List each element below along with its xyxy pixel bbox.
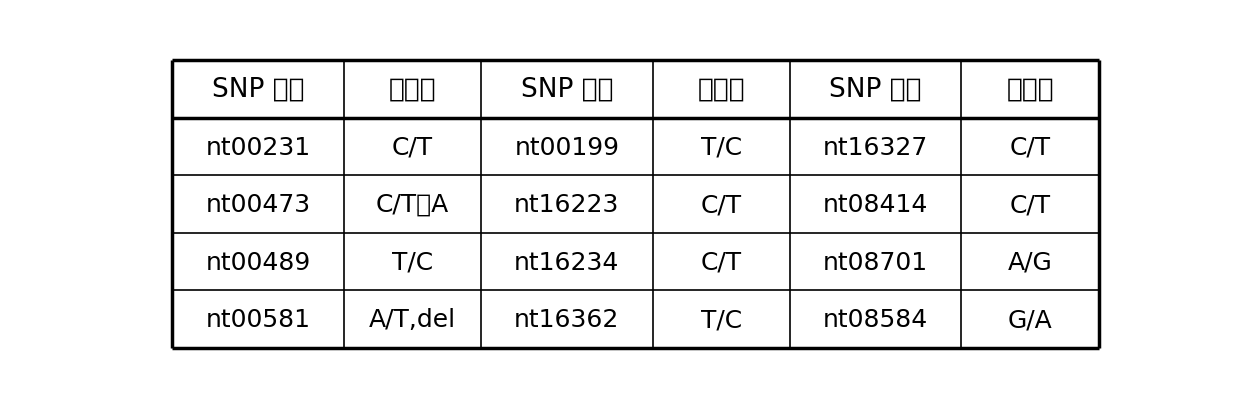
Text: nt00581: nt00581 (206, 307, 310, 331)
Text: SNP 位点: SNP 位点 (212, 77, 304, 103)
Text: 多态性: 多态性 (1007, 77, 1054, 103)
Text: nt16327: nt16327 (823, 135, 929, 159)
Text: C/T: C/T (1009, 135, 1050, 159)
Text: nt08414: nt08414 (823, 192, 929, 217)
Text: C/T: C/T (1009, 192, 1050, 217)
Text: C/T，A: C/T，A (376, 192, 449, 217)
Text: nt16223: nt16223 (515, 192, 620, 217)
Text: 多态性: 多态性 (697, 77, 745, 103)
Text: nt00199: nt00199 (515, 135, 619, 159)
Text: nt16362: nt16362 (515, 307, 620, 331)
Text: A/T,del: A/T,del (370, 307, 456, 331)
Text: T/C: T/C (392, 250, 433, 274)
Text: 多态性: 多态性 (388, 77, 436, 103)
Text: C/T: C/T (392, 135, 433, 159)
Text: G/A: G/A (1008, 307, 1053, 331)
Text: T/C: T/C (701, 307, 742, 331)
Text: nt00473: nt00473 (206, 192, 311, 217)
Text: nt08701: nt08701 (823, 250, 929, 274)
Text: nt08584: nt08584 (823, 307, 929, 331)
Text: nt16234: nt16234 (515, 250, 620, 274)
Text: SNP 位点: SNP 位点 (521, 77, 613, 103)
Text: SNP 位点: SNP 位点 (830, 77, 921, 103)
Text: nt00231: nt00231 (206, 135, 311, 159)
Text: C/T: C/T (701, 192, 742, 217)
Text: T/C: T/C (701, 135, 742, 159)
Text: C/T: C/T (701, 250, 742, 274)
Text: nt00489: nt00489 (206, 250, 311, 274)
Text: A/G: A/G (1008, 250, 1053, 274)
